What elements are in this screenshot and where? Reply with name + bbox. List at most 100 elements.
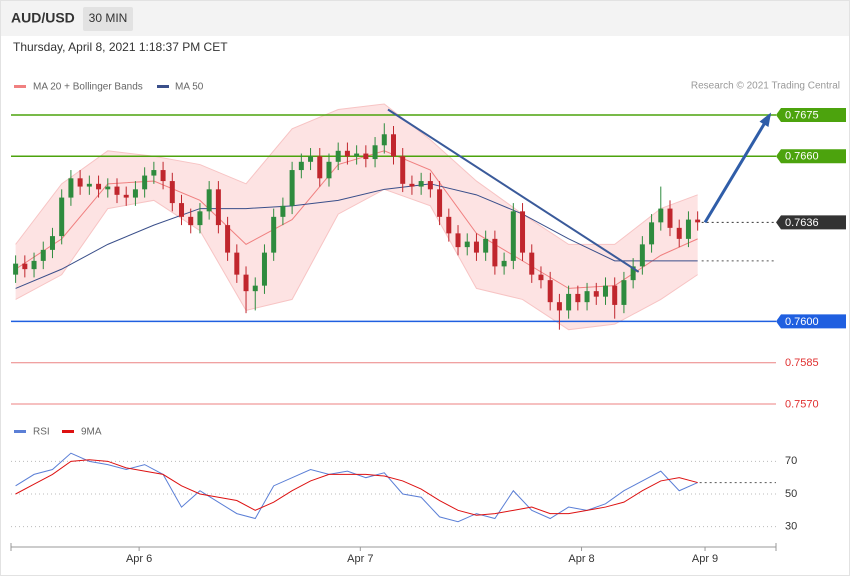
candle-body (547, 280, 553, 303)
candle-body (667, 208, 673, 228)
candle-body (132, 189, 138, 198)
candle-body (298, 161, 304, 171)
candle-body (695, 219, 701, 223)
candle-body (510, 211, 516, 261)
candle-body (22, 263, 28, 270)
legend-label: 9MA (81, 427, 102, 438)
candle-body (529, 252, 535, 275)
candle-body (381, 134, 387, 146)
candle-body (372, 145, 378, 160)
legend-label: MA 50 (175, 82, 204, 93)
candle-body (280, 205, 286, 217)
candle-body (105, 186, 111, 190)
candle-body (142, 175, 148, 190)
candle-body (77, 178, 83, 187)
ma20-line (15, 150, 698, 289)
price-label: 0.7675 (785, 109, 819, 121)
candle-body (556, 302, 562, 311)
candle-body (501, 260, 507, 267)
candle-body (427, 181, 433, 190)
candle-body (114, 186, 120, 195)
price-label-box (776, 314, 846, 329)
band-lower (15, 188, 698, 331)
candle-body (289, 170, 295, 206)
candle-body (197, 211, 203, 226)
header-bar (0, 0, 850, 36)
candle-body (602, 285, 608, 297)
candle-body (400, 156, 406, 184)
legend-swatch (157, 85, 169, 88)
x-tick-label: Apr 8 (568, 553, 594, 565)
legend-label: RSI (33, 427, 50, 438)
candle-body (464, 241, 470, 248)
timeframe-box (83, 7, 133, 31)
candle-body (630, 266, 636, 281)
legend-label: MA 20 + Bollinger Bands (33, 82, 143, 93)
rsi-line (15, 452, 698, 523)
candle-body (335, 150, 341, 162)
band-upper (15, 103, 698, 245)
candle-body (243, 274, 249, 292)
candle-body (418, 181, 424, 187)
candle-body (40, 249, 46, 261)
price-label: 0.7600 (785, 316, 819, 328)
candle-body (68, 178, 74, 198)
candle-body (317, 156, 323, 179)
arrow-head (759, 112, 772, 127)
candle-body (621, 280, 627, 305)
candle-body (86, 183, 92, 187)
candle-body (566, 293, 572, 311)
candle-body (261, 252, 267, 286)
timeframe: 30 MIN (89, 11, 128, 25)
candle-body (49, 236, 55, 250)
x-tick-label: Apr 7 (347, 553, 373, 565)
candle-body (225, 225, 231, 253)
candle-body (96, 183, 102, 190)
candle-body (123, 194, 129, 198)
y-tick-label: 70 (785, 455, 797, 467)
candle-body (446, 216, 452, 234)
x-tick-label: Apr 6 (126, 553, 152, 565)
candle-body (593, 291, 599, 297)
candle-body (391, 134, 396, 157)
price-label: 0.7570 (785, 398, 819, 410)
candle-body (206, 189, 212, 212)
candle-body (437, 189, 443, 217)
candle-body (649, 222, 655, 245)
forecast-arrow (703, 114, 771, 224)
price-label-box (776, 149, 846, 164)
candle-body (492, 238, 498, 267)
candle-body (455, 233, 461, 248)
candle-body (612, 285, 618, 305)
credit: Research © 2021 Trading Central (691, 81, 840, 92)
candle-body (179, 203, 185, 217)
candle-body (234, 252, 240, 275)
candle-body (473, 241, 479, 253)
candle-body (483, 238, 489, 253)
candle-body (639, 244, 645, 267)
rsi-line (15, 459, 698, 516)
candle-body (271, 216, 277, 253)
price-label-box (776, 108, 846, 123)
candle-body (169, 181, 175, 204)
candle-body (215, 189, 221, 226)
price-label: 0.7636 (785, 217, 819, 229)
price-label: 0.7585 (785, 357, 819, 369)
candle-body (354, 153, 360, 157)
candle-body (308, 156, 314, 162)
candle-body (188, 216, 194, 226)
symbol: AUD/USD (11, 10, 75, 26)
candle-body (31, 260, 37, 270)
candle-body (584, 291, 590, 303)
candle-body (326, 161, 332, 179)
candle-body (363, 153, 369, 160)
bollinger-band (15, 104, 698, 330)
trend-line (387, 108, 640, 273)
x-tick-label: Apr 9 (692, 553, 718, 565)
price-label: 0.7660 (785, 151, 819, 163)
candle-body (409, 183, 415, 187)
y-tick-label: 50 (785, 488, 797, 500)
ma50-line (15, 183, 698, 289)
candle-body (344, 150, 350, 157)
candle-body (252, 285, 258, 292)
